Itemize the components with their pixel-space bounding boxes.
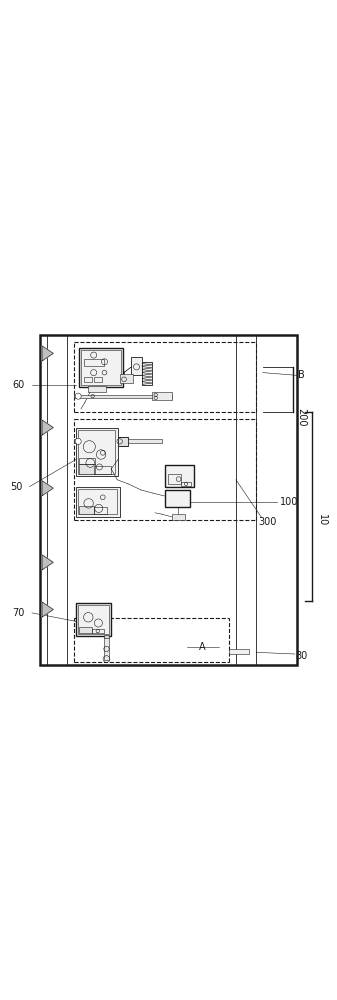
Text: 200: 200 — [297, 408, 307, 427]
Bar — [92, 629, 104, 633]
Bar — [84, 359, 104, 366]
Bar — [79, 348, 123, 387]
Circle shape — [75, 438, 81, 444]
Bar — [74, 395, 76, 396]
Polygon shape — [42, 555, 53, 570]
Bar — [79, 458, 95, 464]
Text: 80: 80 — [296, 651, 308, 661]
Text: 70: 70 — [12, 608, 25, 618]
Bar — [79, 506, 94, 514]
Bar — [111, 437, 128, 446]
Bar — [104, 637, 109, 660]
Bar — [74, 439, 162, 443]
Text: 10: 10 — [317, 514, 327, 526]
Bar — [40, 335, 297, 665]
Bar — [131, 357, 142, 375]
Bar — [229, 649, 249, 654]
Bar — [88, 386, 106, 392]
Bar — [84, 377, 92, 382]
Bar — [104, 635, 109, 638]
Bar — [120, 374, 133, 383]
Text: 50: 50 — [11, 482, 23, 492]
Circle shape — [75, 393, 81, 399]
Bar — [165, 490, 190, 507]
Polygon shape — [42, 346, 53, 361]
Text: 60: 60 — [12, 380, 25, 390]
Bar — [152, 392, 172, 400]
Bar — [79, 627, 92, 633]
Bar — [168, 474, 181, 484]
Bar — [78, 605, 109, 634]
Bar — [172, 514, 185, 520]
Text: A: A — [199, 642, 206, 652]
Bar — [94, 377, 102, 382]
Bar — [76, 487, 120, 517]
Bar — [94, 466, 111, 474]
Bar — [94, 507, 107, 514]
Polygon shape — [42, 481, 53, 496]
Bar — [76, 603, 111, 636]
Bar — [78, 430, 115, 474]
Bar — [79, 464, 95, 474]
Bar — [142, 362, 152, 385]
Bar — [165, 465, 194, 487]
Text: 300: 300 — [259, 517, 277, 527]
Bar — [78, 489, 117, 514]
Polygon shape — [42, 602, 53, 617]
Bar — [74, 395, 172, 398]
Polygon shape — [42, 420, 53, 435]
Text: B: B — [298, 370, 305, 380]
Bar — [81, 350, 121, 385]
Bar — [76, 428, 118, 476]
Bar — [181, 482, 191, 486]
Text: 100: 100 — [280, 497, 298, 507]
